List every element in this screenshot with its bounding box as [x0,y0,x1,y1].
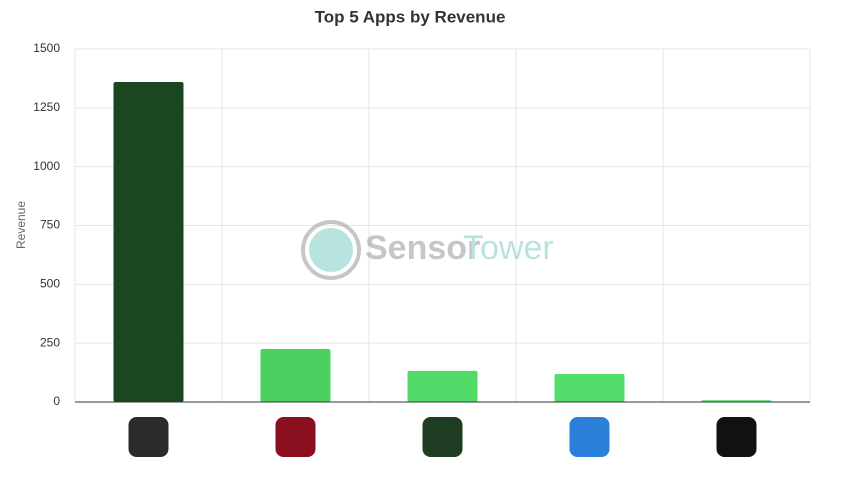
y-tick-label: 250 [40,335,60,349]
bar [113,81,184,403]
bar [554,373,625,402]
chart-title: Top 5 Apps by Revenue [315,7,506,26]
watermark: Sensor Tower [301,220,554,280]
y-tick-label: 1250 [33,100,60,114]
watermark-text: Sensor [365,229,480,267]
y-tick-label: 1500 [33,41,60,55]
y-tick-label: 0 [53,394,60,408]
watermark-text: Tower [463,229,554,267]
watermark-logo [301,220,361,280]
bar [407,370,478,402]
y-tick-label: 1000 [33,159,60,173]
app-icon [422,417,463,457]
bar [260,349,331,402]
y-tick-label: 500 [40,277,60,291]
y-tick-label: 750 [40,218,60,232]
app-icon [716,417,757,457]
watermark-logo [309,228,353,272]
app-icon [569,417,610,457]
y-axis-label: Revenue [14,201,28,249]
app-icon [275,417,316,457]
app-icon [128,417,169,457]
